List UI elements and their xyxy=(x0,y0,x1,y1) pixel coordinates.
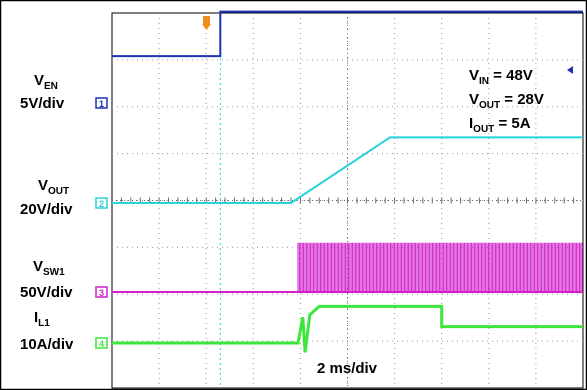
ven-sub: EN xyxy=(44,81,58,92)
ven-scale: 5V/div xyxy=(20,95,65,112)
channel-3-marker-label: 3 xyxy=(99,288,104,298)
trigger-t-icon xyxy=(203,16,210,24)
vout-scale: 20V/div xyxy=(20,201,73,218)
channel-label-vout: VOUT 20V/div xyxy=(20,177,73,218)
svg-text:VOUT = 28V: VOUT = 28V xyxy=(469,91,544,111)
channel-1-marker xyxy=(95,97,108,109)
channel-2-marker xyxy=(95,197,108,209)
operating-conditions: VIN = 48V VOUT = 28V IOUT = 5A xyxy=(469,66,573,135)
trace-ch4 xyxy=(112,304,583,353)
il1-scale: 10A/div xyxy=(20,336,74,353)
traces xyxy=(112,10,583,353)
trace-ch1 xyxy=(112,10,583,58)
svg-text:VSW1: VSW1 xyxy=(33,258,65,278)
vout-cond-label: V xyxy=(469,91,479,108)
svg-text:VIN = 48V: VIN = 48V xyxy=(469,67,533,87)
reference-arrow-icon xyxy=(567,66,573,74)
ven-label: V xyxy=(34,72,44,89)
svg-text:VOUT: VOUT xyxy=(38,177,69,197)
vout-cond-sub: OUT xyxy=(479,100,500,111)
trigger-arrow-icon xyxy=(202,24,211,30)
iout-value: = 5A xyxy=(494,115,530,132)
channel-markers: 1 2 3 4 xyxy=(95,97,108,349)
channel-label-ven: VEN 5V/div xyxy=(20,72,65,112)
iout-sub: OUT xyxy=(473,124,494,135)
channel-4-marker xyxy=(95,337,108,349)
vsw1-label: V xyxy=(33,258,43,275)
channel-1-marker-label: 1 xyxy=(99,99,104,109)
il1-label: I xyxy=(34,309,38,326)
vin-value: = 48V xyxy=(489,67,533,84)
channel-4-marker-label: 4 xyxy=(99,339,104,349)
vout-label: V xyxy=(38,177,48,194)
vin-sub: IN xyxy=(479,76,489,87)
svg-text:IL1: IL1 xyxy=(34,309,50,329)
iout-label: I xyxy=(469,115,473,132)
trigger-marker xyxy=(202,16,211,30)
channel-3-marker xyxy=(95,286,108,298)
vout-cond-value: = 28V xyxy=(500,91,544,108)
svg-text:VEN: VEN xyxy=(34,72,58,92)
channel-label-vsw1: VSW1 50V/div xyxy=(20,258,73,301)
timebase-label: 2 ms/div xyxy=(317,360,378,377)
il1-sub: L1 xyxy=(38,318,50,329)
channel-label-il1: IL1 10A/div xyxy=(20,309,74,353)
vout-sub: OUT xyxy=(48,186,69,197)
svg-text:IOUT = 5A: IOUT = 5A xyxy=(469,115,531,135)
vsw1-switching-burst xyxy=(297,242,583,292)
vsw1-scale: 50V/div xyxy=(20,284,73,301)
channel-2-marker-label: 2 xyxy=(99,199,104,209)
graticule xyxy=(112,13,583,388)
vsw1-sub: SW1 xyxy=(43,267,65,278)
trace-ch2 xyxy=(112,136,583,204)
vin-label: V xyxy=(469,67,479,84)
